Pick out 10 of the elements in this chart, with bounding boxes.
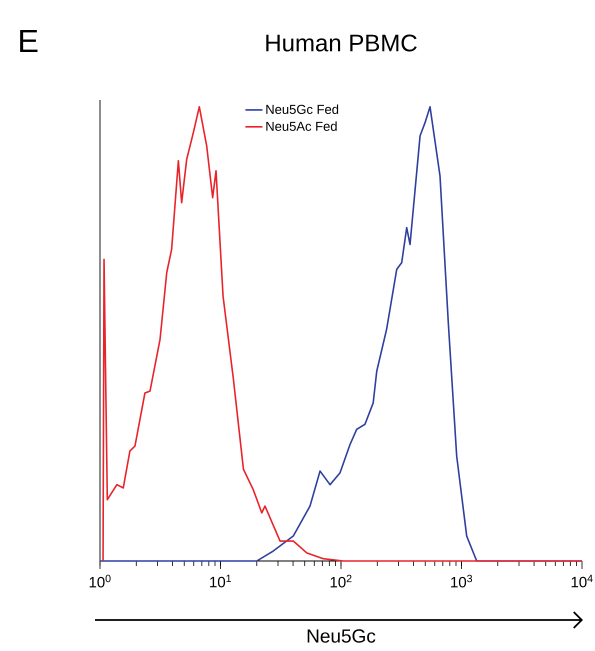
x-axis-title: Neu5Gc bbox=[308, 629, 376, 643]
x-tick-label: 10$^{4}$ bbox=[572, 574, 593, 588]
x-tick-label: 10$^{0}$ bbox=[90, 574, 111, 588]
x-tick-label: 10$^{1}$ bbox=[210, 574, 231, 588]
x-tick-label: 10$^{2}$ bbox=[330, 574, 352, 588]
legend-label: Neu5Gc Fed bbox=[266, 104, 338, 114]
chart-title: Human PBMC bbox=[266, 34, 417, 52]
x-tick-label: 10$^{3}$ bbox=[451, 574, 472, 588]
text: E bbox=[20, 30, 38, 52]
legend-label: Neu5Ac Fed bbox=[266, 121, 337, 131]
